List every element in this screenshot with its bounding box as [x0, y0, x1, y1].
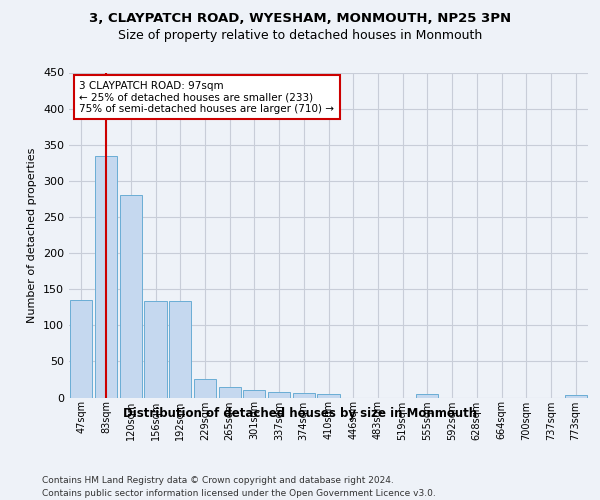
Bar	[194, 378, 216, 398]
Text: 3, CLAYPATCH ROAD, WYESHAM, MONMOUTH, NP25 3PN: 3, CLAYPATCH ROAD, WYESHAM, MONMOUTH, NP…	[89, 12, 511, 24]
Bar	[268, 392, 290, 398]
Bar	[218, 386, 241, 398]
Bar	[169, 300, 191, 398]
Text: Distribution of detached houses by size in Monmouth: Distribution of detached houses by size …	[123, 408, 477, 420]
Text: Contains public sector information licensed under the Open Government Licence v3: Contains public sector information licen…	[42, 489, 436, 498]
Bar	[119, 196, 142, 398]
Text: 3 CLAYPATCH ROAD: 97sqm
← 25% of detached houses are smaller (233)
75% of semi-d: 3 CLAYPATCH ROAD: 97sqm ← 25% of detache…	[79, 80, 334, 114]
Bar	[243, 390, 265, 398]
Bar	[317, 394, 340, 398]
Bar	[70, 300, 92, 398]
Bar	[416, 394, 439, 398]
Bar	[565, 394, 587, 398]
Text: Size of property relative to detached houses in Monmouth: Size of property relative to detached ho…	[118, 29, 482, 42]
Y-axis label: Number of detached properties: Number of detached properties	[28, 148, 37, 322]
Bar	[145, 300, 167, 398]
Bar	[293, 393, 315, 398]
Bar	[95, 156, 117, 398]
Text: Contains HM Land Registry data © Crown copyright and database right 2024.: Contains HM Land Registry data © Crown c…	[42, 476, 394, 485]
